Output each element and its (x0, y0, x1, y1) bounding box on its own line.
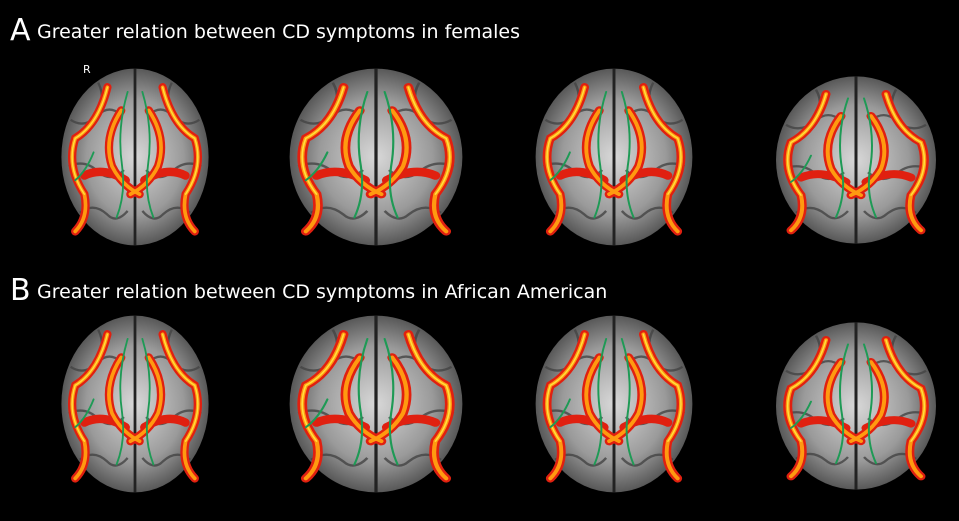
brain-slice (536, 69, 693, 246)
side-label: R (83, 63, 91, 76)
brain-slice (536, 316, 693, 493)
brain-slice (61, 316, 208, 493)
brain-slice (776, 322, 936, 489)
brain-slices-b (61, 316, 936, 493)
panel-letter: A (10, 13, 31, 48)
brain-slice (61, 69, 208, 246)
brain-slices-a (61, 69, 936, 246)
brain-slice (290, 316, 463, 493)
brain-slice (776, 76, 936, 243)
panel-letter: B (10, 273, 31, 308)
panel-title: Greater relation between CD symptoms in … (37, 21, 520, 43)
panel-title: Greater relation between CD symptoms in … (37, 281, 607, 303)
brain-slice (290, 69, 463, 246)
